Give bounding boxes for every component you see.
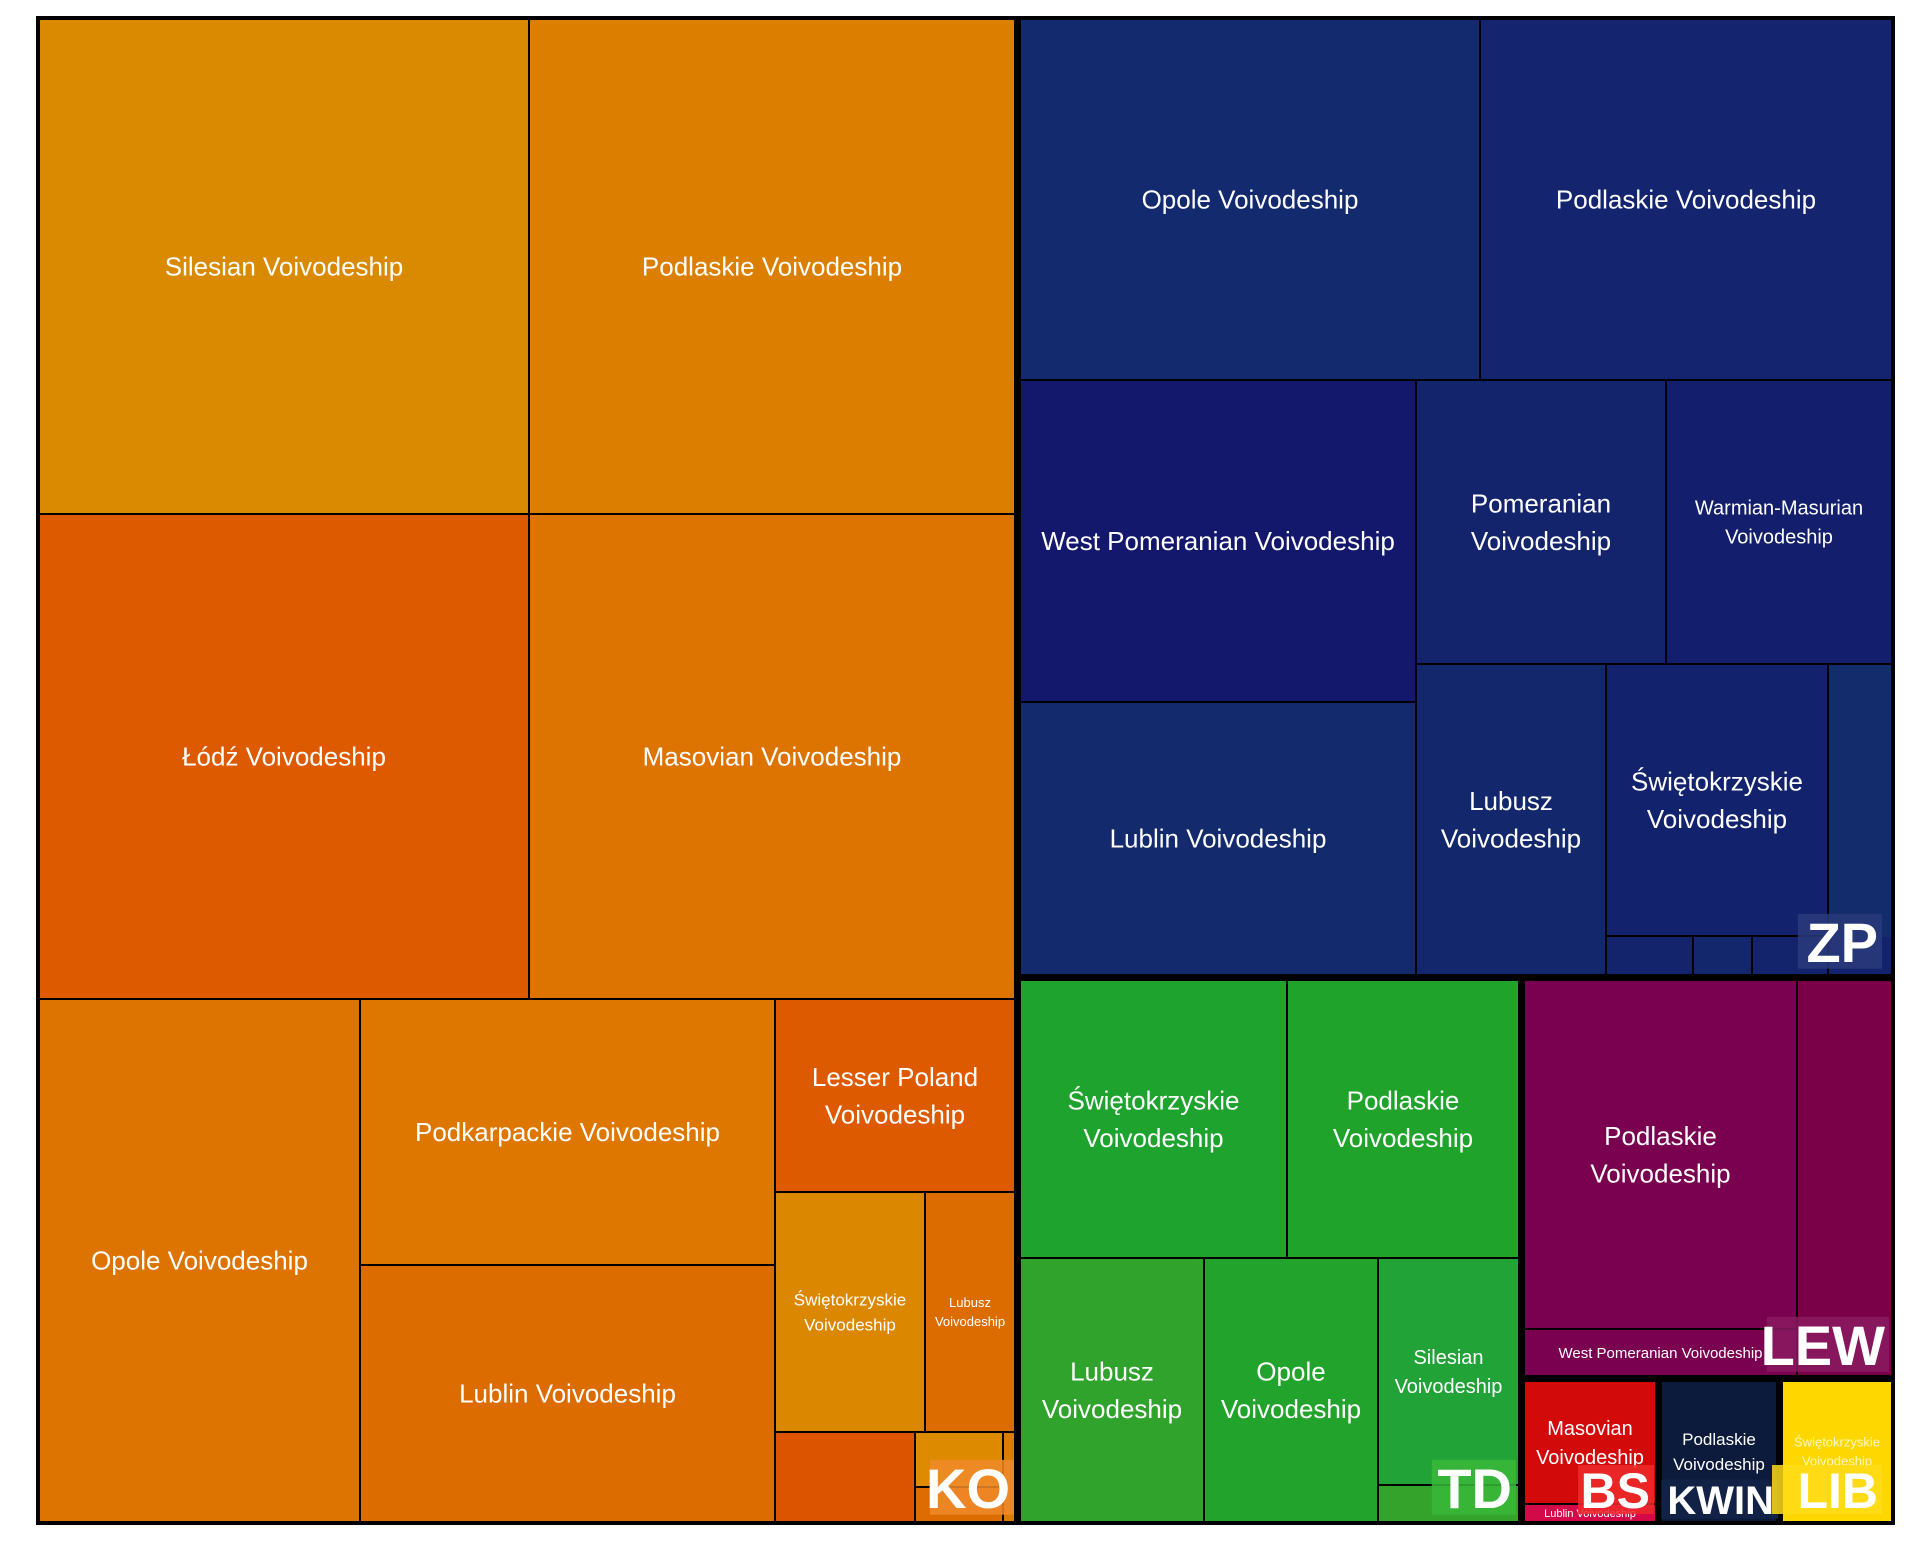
tile-label-zp-lubusz-voivodeship: Lubusz Voivodeship: [1441, 786, 1581, 854]
tile-label-zp-warmian-masurian-voivodeship: Warmian-Masurian Voivodeship: [1695, 498, 1863, 549]
group-label-bg-lib: [1772, 1465, 1882, 1514]
tile-zp-swietokrzyskie-voivodeship[interactable]: [1607, 665, 1827, 935]
tile-zp-lublin-voivodeship[interactable]: [1021, 703, 1415, 974]
tile-label-bs-masovian-voivodeship: Masovian Voivodeship: [1536, 1418, 1644, 1469]
tile-ko-opole-voivodeship[interactable]: [40, 1000, 359, 1521]
tile-td-silesian-voivodeship[interactable]: [1379, 1259, 1518, 1484]
tile-zp-west-pomeranian-voivodeship[interactable]: [1021, 381, 1415, 701]
group-label-ko: KO: [926, 1457, 1010, 1520]
tile-label-ko-masovian-voivodeship: Masovian Voivodeship: [643, 742, 902, 772]
tile-ko-swietokrzyskie-voivodeship[interactable]: [776, 1193, 924, 1431]
group-label-kwin: KWIN: [1667, 1479, 1774, 1523]
tile-ko-silesian-voivodeship[interactable]: [40, 20, 528, 513]
tile-label-kwin-podlaskie-voivodeship: Podlaskie Voivodeship: [1673, 1430, 1765, 1474]
tile-label-zp-opole-voivodeship: Opole Voivodeship: [1142, 185, 1359, 215]
tile-label-ko-lublin-voivodeship: Lublin Voivodeship: [459, 1379, 676, 1409]
group-label-bg-zp: [1797, 913, 1882, 969]
tile-ko-lublin-voivodeship[interactable]: [361, 1266, 774, 1521]
tile-td-podlaskie-voivodeship[interactable]: [1288, 981, 1518, 1257]
tile-ko-masovian-voivodeship[interactable]: [530, 515, 1014, 998]
tile-label-zp-swietokrzyskie-voivodeship: Świętokrzyskie Voivodeship: [1631, 766, 1803, 834]
tile-label-zp-pomeranian-voivodeship: Pomeranian Voivodeship: [1471, 488, 1611, 556]
tile-label-ko-lodz-voivodeship: Łódź Voivodeship: [182, 742, 386, 772]
group-label-bg-bs: [1578, 1465, 1654, 1514]
tile-td-opole-voivodeship[interactable]: [1205, 1259, 1377, 1521]
group-label-bg-ko: [929, 1459, 1014, 1515]
tile-label-td-lubusz-voivodeship: Lubusz Voivodeship: [1042, 1356, 1182, 1424]
group-label-zp: ZP: [1806, 911, 1878, 974]
tile-ko-podlaskie-voivodeship[interactable]: [530, 20, 1014, 513]
tile-label-lib-swietokrzyskie-voivodeship: Świętokrzyskie Voivodeship: [1794, 1435, 1880, 1469]
group-label-bg-td: [1431, 1459, 1516, 1515]
tile-ko-podkarpackie-voivodeship[interactable]: [361, 1000, 774, 1264]
group-td: Świętokrzyskie Voivodeship Podlaskie Voivod…: [1019, 979, 1520, 1523]
tile-label-ko-silesian-voivodeship: Silesian Voivodeship: [165, 252, 404, 282]
tile-lew-west-pomeranian-voivodeship[interactable]: [1525, 1330, 1796, 1375]
tile-zp-opole-voivodeship[interactable]: [1021, 20, 1479, 379]
tile-zp-lubusz-voivodeship[interactable]: [1417, 665, 1605, 974]
tile-label-td-podlaskie-voivodeship: Podlaskie Voivodeship: [1333, 1085, 1473, 1153]
tile-label-td-swietokrzyskie-voivodeship: Świętokrzyskie Voivodeship: [1068, 1085, 1240, 1153]
tile-label-zp-lublin-voivodeship: Lublin Voivodeship: [1110, 824, 1327, 854]
group-label-bg-kwin: [1661, 1479, 1778, 1519]
tile-lew-lew-region-3[interactable]: [1798, 981, 1891, 1375]
group-label-bs: BS: [1581, 1463, 1650, 1519]
tile-zp-zp-region-10[interactable]: [1607, 937, 1692, 974]
tile-label-zp-west-pomeranian-voivodeship: West Pomeranian Voivodeship: [1041, 526, 1395, 556]
group-label-td: TD: [1437, 1457, 1512, 1520]
tile-label-td-opole-voivodeship: Opole Voivodeship: [1221, 1356, 1361, 1424]
tile-ko-lodz-voivodeship[interactable]: [40, 515, 528, 998]
group-zp: Opole Voivodeship Podlaskie Voivodeship We…: [1019, 18, 1893, 976]
tile-label-ko-podkarpackie-voivodeship: Podkarpackie Voivodeship: [415, 1117, 720, 1147]
tile-zp-zp-region-11[interactable]: [1694, 937, 1751, 974]
tile-td-lubusz-voivodeship[interactable]: [1021, 1259, 1203, 1521]
tile-label-td-silesian-voivodeship: Silesian Voivodeship: [1395, 1347, 1503, 1398]
tile-ko-lesser-poland-voivodeship[interactable]: [776, 1000, 1014, 1191]
tile-td-swietokrzyskie-voivodeship[interactable]: [1021, 981, 1286, 1257]
tile-label-lew-west-pomeranian-voivodeship: West Pomeranian Voivodeship: [1558, 1345, 1762, 1362]
group-label-lew: LEW: [1761, 1314, 1886, 1377]
tile-label-ko-podlaskie-voivodeship: Podlaskie Voivodeship: [642, 252, 902, 282]
tile-lew-podlaskie-voivodeship[interactable]: [1525, 981, 1796, 1328]
tile-label-ko-swietokrzyskie-voivodeship: Świętokrzyskie Voivodeship: [794, 1291, 906, 1335]
group-label-lib: LIB: [1797, 1463, 1878, 1519]
tile-zp-warmian-masurian-voivodeship[interactable]: [1667, 381, 1891, 663]
group-lew: Podlaskie Voivodeship West Pomeranian Voiv…: [1523, 979, 1893, 1377]
tile-label-ko-lubusz-voivodeship: Lubusz Voivodeship: [935, 1295, 1005, 1329]
tile-zp-podlaskie-voivodeship[interactable]: [1481, 20, 1891, 379]
tile-label-zp-podlaskie-voivodeship: Podlaskie Voivodeship: [1556, 185, 1816, 215]
tile-label-ko-lesser-poland-voivodeship: Lesser Poland Voivodeship: [812, 1062, 978, 1130]
tile-zp-pomeranian-voivodeship[interactable]: [1417, 381, 1665, 663]
tile-ko-ko-region-11[interactable]: [776, 1433, 914, 1521]
tile-label-ko-opole-voivodeship: Opole Voivodeship: [91, 1246, 308, 1276]
group-ko: Silesian Voivodeship Podlaskie Voivodeshi…: [38, 18, 1016, 1523]
tile-ko-lubusz-voivodeship[interactable]: [926, 1193, 1014, 1431]
group-label-bg-lew: [1766, 1316, 1889, 1372]
tile-label-lew-podlaskie-voivodeship: Podlaskie Voivodeship: [1590, 1121, 1730, 1189]
